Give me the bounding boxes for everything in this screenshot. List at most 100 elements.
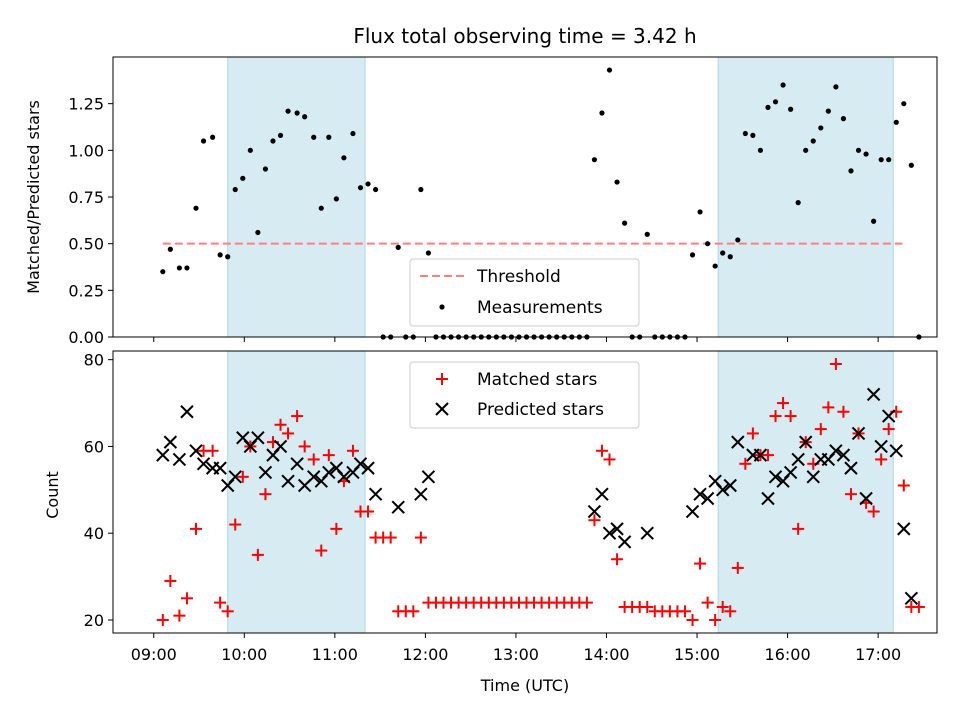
top-x-ticks bbox=[153, 337, 879, 342]
x-tick-label: 10:00 bbox=[221, 645, 267, 664]
shaded-interval bbox=[717, 350, 894, 634]
matched-star-marker bbox=[611, 553, 624, 566]
measurement-point bbox=[357, 185, 364, 191]
bottom-panel: Count Time (UTC) 20 40 60 80 09:00 10:00 11:0… bbox=[43, 350, 938, 695]
matched-star-marker bbox=[709, 613, 722, 626]
measurement-point bbox=[818, 125, 824, 131]
predicted-star-marker bbox=[859, 491, 873, 506]
measurement-point bbox=[886, 157, 892, 163]
matched-star-marker bbox=[731, 561, 744, 574]
matched-star-marker bbox=[739, 457, 752, 470]
legend-threshold-label: Threshold bbox=[476, 267, 561, 287]
predicted-star-marker bbox=[761, 491, 775, 506]
measurement-point bbox=[720, 250, 726, 256]
predicted-star-marker bbox=[783, 465, 798, 480]
matched-star-marker bbox=[694, 557, 707, 570]
measurement-point bbox=[893, 119, 899, 125]
matched-star-marker bbox=[595, 444, 608, 457]
measurement-point bbox=[200, 138, 207, 144]
measurement-point bbox=[848, 168, 854, 174]
predicted-star-marker bbox=[791, 452, 805, 467]
y-tick-label: 40 bbox=[84, 524, 104, 543]
matched-star-marker bbox=[229, 518, 242, 531]
measurement-point bbox=[285, 108, 291, 114]
measurement-point bbox=[742, 130, 748, 137]
matched-star-marker bbox=[251, 548, 264, 561]
predicted-star-marker bbox=[307, 470, 321, 484]
measurement-point bbox=[901, 101, 907, 107]
measurement-point bbox=[840, 116, 847, 122]
y-tick-label: 60 bbox=[84, 437, 104, 456]
matched-star-marker bbox=[298, 440, 311, 453]
measurement-point bbox=[833, 84, 839, 90]
predicted-star-marker bbox=[617, 535, 632, 549]
y-tick-label: 1.25 bbox=[68, 95, 104, 114]
matched-star-marker bbox=[330, 522, 343, 535]
top-y-axis-label: Matched/Predicted stars bbox=[24, 100, 43, 294]
measurement-point bbox=[772, 99, 779, 105]
predicted-star-marker bbox=[368, 487, 383, 501]
predicted-star-marker bbox=[595, 487, 609, 501]
matched-star-marker bbox=[384, 531, 397, 544]
bottom-y-axis-label: Count bbox=[43, 471, 62, 519]
measurement-point bbox=[878, 157, 884, 163]
matched-star-marker bbox=[716, 600, 729, 613]
matched-star-marker bbox=[686, 613, 699, 626]
measurement-point bbox=[697, 209, 703, 215]
matched-star-marker bbox=[769, 410, 782, 423]
matched-star-marker bbox=[837, 405, 850, 418]
measurement-point bbox=[247, 147, 253, 153]
predicted-star-marker bbox=[361, 461, 375, 475]
measurement-point bbox=[712, 263, 718, 269]
legend-measurements-label: Measurements bbox=[477, 298, 603, 318]
bottom-y-ticks: 20 40 60 80 bbox=[84, 351, 113, 630]
matched-star-marker bbox=[236, 470, 249, 483]
matched-star-marker bbox=[156, 613, 169, 626]
measurement-point bbox=[803, 147, 809, 153]
matched-star-marker bbox=[190, 522, 203, 535]
measurement-point bbox=[689, 252, 696, 258]
predicted-star-marker bbox=[213, 461, 227, 475]
matched-star-marker bbox=[912, 600, 925, 613]
bottom-plot-frame bbox=[112, 350, 938, 634]
matched-star-marker bbox=[882, 423, 895, 436]
measurement-point bbox=[425, 250, 432, 256]
matched-star-marker bbox=[414, 531, 427, 544]
measurement-point bbox=[167, 246, 173, 252]
top-legend: Threshold Measurements bbox=[409, 258, 640, 327]
measurement-point bbox=[225, 254, 231, 260]
matched-star-marker bbox=[875, 453, 888, 466]
matched-star-marker bbox=[580, 596, 593, 609]
measurement-point bbox=[176, 265, 183, 271]
predicted-star-marker bbox=[172, 452, 187, 467]
matched-star-marker bbox=[164, 574, 177, 587]
measurement-point bbox=[727, 254, 733, 260]
measurement-point bbox=[908, 162, 914, 168]
measurement-point bbox=[184, 265, 190, 271]
measurement-point bbox=[277, 132, 284, 138]
bottom-x-ticks: 09:00 10:00 11:00 12:00 13:00 14:00 15:00 16:00… bbox=[131, 633, 901, 664]
matched-star-marker bbox=[362, 505, 375, 518]
matched-star-marker bbox=[322, 449, 335, 462]
y-tick-label: 0.25 bbox=[68, 281, 104, 300]
measurement-point bbox=[318, 205, 324, 211]
top-panel: Flux total observing time = 3.42 h Match… bbox=[24, 24, 938, 347]
predicted-star-marker bbox=[337, 470, 351, 484]
matched-star-marker bbox=[701, 596, 714, 609]
predicted-star-marker bbox=[753, 448, 768, 462]
matched-star-marker bbox=[822, 401, 835, 414]
y-tick-label: 0.75 bbox=[68, 188, 104, 207]
measurement-point bbox=[735, 237, 741, 243]
predicted-star-marker bbox=[258, 465, 273, 480]
measurement-point bbox=[780, 82, 786, 88]
measurement-point bbox=[614, 179, 620, 185]
matched-star-marker bbox=[214, 596, 227, 609]
y-tick-label: 1.00 bbox=[68, 141, 104, 160]
predicted-star-marker bbox=[851, 426, 866, 441]
top-legend-box bbox=[409, 258, 640, 327]
shaded-interval bbox=[227, 56, 366, 338]
predicted-star-marker bbox=[421, 470, 436, 484]
predicted-star-marker bbox=[163, 435, 178, 449]
matched-star-marker bbox=[180, 592, 193, 605]
measurement-point bbox=[333, 196, 339, 202]
